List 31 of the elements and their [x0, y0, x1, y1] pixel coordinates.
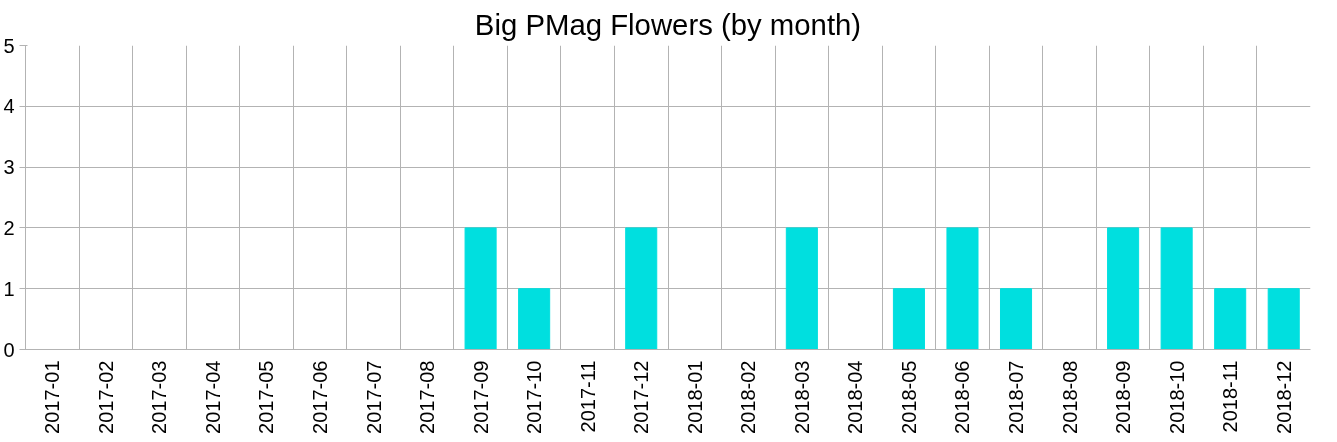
x-tick-label: 2017-04 [201, 360, 224, 434]
x-tick-label: 2018-02 [737, 360, 760, 434]
x-tick-label: 2017-01 [41, 360, 64, 434]
y-tick-label: 5 [3, 34, 15, 57]
chart-title: Big PMag Flowers (by month) [474, 7, 862, 41]
x-tick-label: 2017-07 [362, 360, 385, 434]
x-tick-label: 2017-08 [416, 360, 439, 434]
x-tick-label: 2017-12 [630, 360, 653, 434]
x-tick-label: 2018-05 [897, 360, 920, 434]
y-tick-label: 1 [3, 277, 15, 300]
y-tick-label: 4 [3, 95, 15, 118]
y-tick-label: 2 [3, 216, 15, 239]
x-tick-label: 2018-09 [1112, 360, 1135, 434]
x-tick-label: 2018-08 [1058, 360, 1081, 434]
x-tick-label: 2018-07 [1005, 360, 1028, 434]
x-tick-label: 2017-03 [148, 360, 171, 434]
x-tick-label: 2018-06 [951, 360, 974, 434]
y-tick-label: 3 [3, 156, 15, 179]
x-tick-label: 2017-05 [255, 360, 278, 434]
x-tick-label: 2018-04 [844, 360, 867, 434]
x-tick-label: 2017-10 [523, 360, 546, 434]
x-tick-label: 2017-06 [308, 360, 331, 434]
x-tick-label: 2017-02 [94, 360, 117, 434]
x-tick-label: 2017-11 [576, 360, 599, 433]
x-tick-label: 2018-10 [1165, 360, 1188, 434]
x-tick-label: 2017-09 [469, 360, 492, 434]
x-tick-label: 2018-01 [683, 360, 706, 434]
x-tick-label: 2018-11 [1219, 360, 1242, 433]
y-tick-label: 0 [3, 338, 15, 361]
x-tick-label: 2018-03 [790, 360, 813, 434]
x-tick-label: 2018-12 [1272, 360, 1295, 434]
